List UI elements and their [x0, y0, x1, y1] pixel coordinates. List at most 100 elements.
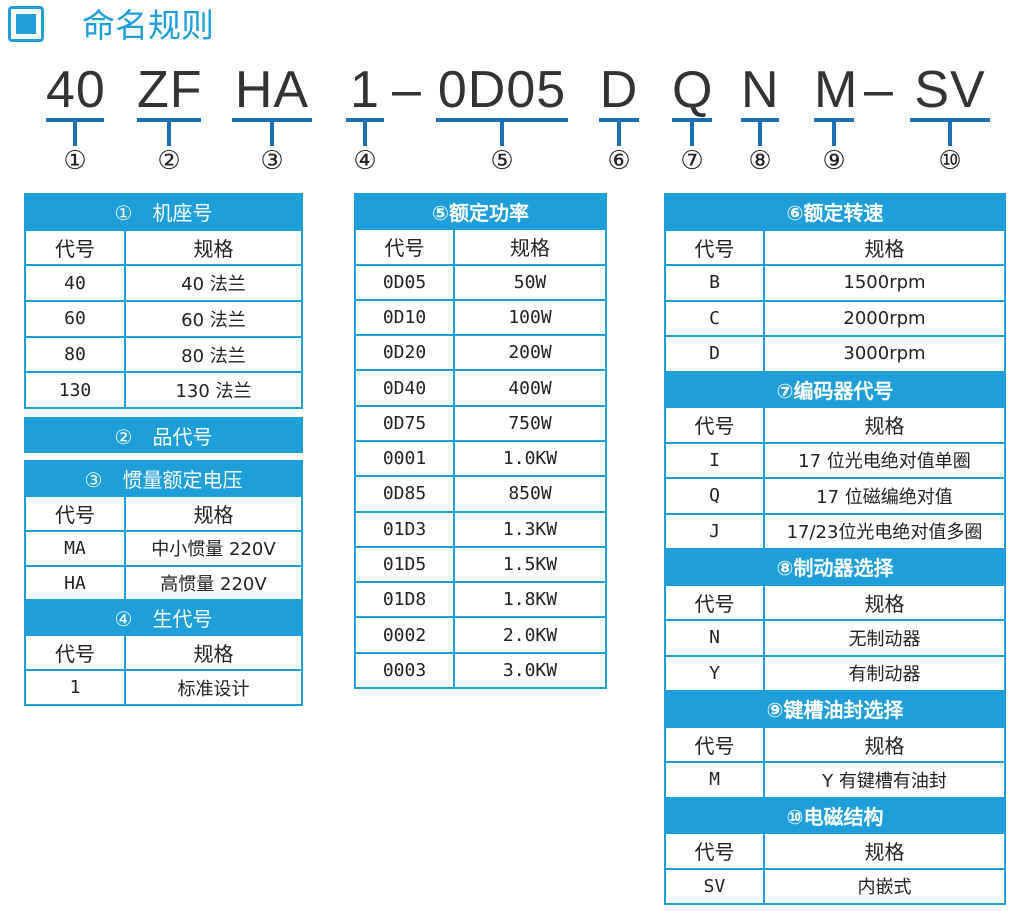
spec-cell: 40 法兰 [181, 274, 246, 296]
column-header-spec: 规格 [193, 237, 234, 261]
column-header-row: 代号 规格 [666, 406, 1004, 442]
section-title: ③ 惯量额定电压 [26, 462, 301, 495]
table-row: 0D75 750W [356, 404, 605, 440]
code-segment: SV ⑩ [910, 62, 990, 176]
logo-icon [8, 6, 44, 42]
code-cell: 60 [26, 302, 126, 336]
segment-number: ② [157, 146, 181, 176]
underline [137, 118, 201, 122]
code-cell: Y [666, 656, 765, 690]
table-row: Y 有制动器 [666, 654, 1004, 690]
spec-cell: 80 法兰 [181, 345, 246, 367]
spec-cell: 2.0KW [502, 624, 558, 646]
spec-cell: 有制动器 [848, 664, 921, 686]
spec-cell: 17 位磁编绝对值 [816, 486, 953, 508]
column-header-row: 代号 规格 [666, 725, 1004, 761]
code-cell: 0D05 [356, 265, 455, 299]
column-header-spec: 规格 [193, 642, 234, 667]
code-cell: 0D20 [356, 336, 455, 370]
code-segment: HA ③ [232, 62, 312, 176]
code-cell: SV [666, 869, 765, 903]
code-text: SV [914, 61, 986, 119]
table-row: B 1500rpm [666, 264, 1004, 300]
table-row: 0D20 200W [356, 334, 605, 370]
code-cell: HA [26, 566, 126, 600]
code-cell: J [666, 514, 765, 548]
spec-cell: 50W [513, 271, 547, 293]
table-row: 0D10 100W [356, 298, 605, 335]
table-row: 0001 1.0KW [356, 439, 605, 476]
connector [73, 122, 77, 146]
spec-cell: 1.3KW [502, 518, 558, 540]
column-header-row: 代号 规格 [666, 228, 1004, 264]
segment-number: ⑧ [748, 146, 772, 176]
code-text: Q [672, 61, 714, 119]
code-text: 1 [350, 61, 380, 119]
connector [948, 122, 952, 146]
spec-cell: 750W [508, 412, 552, 434]
segment-number: ⑥ [607, 146, 631, 176]
column-header-spec: 规格 [864, 840, 905, 865]
segment-number: ⑩ [938, 146, 962, 176]
underline [741, 118, 779, 122]
column-header-spec: 规格 [864, 236, 905, 261]
spec-cell: 130 法兰 [175, 381, 252, 403]
underline [232, 118, 312, 122]
page-title: 命名规则 [82, 6, 214, 45]
spec-table: ③ 惯量额定电压 代号 规格 MA 中小惯量 220V HA 高惯量 220V ④ 生代号 代号… [24, 460, 303, 706]
code-cell: 0D75 [356, 406, 455, 440]
spec-cell: 内嵌式 [857, 877, 912, 899]
table-row: HA 高惯量 220V [26, 564, 301, 600]
code-cell: M [666, 763, 765, 797]
column-header-row: 代号 规格 [356, 228, 605, 264]
table-row: 130 130 法兰 [26, 371, 301, 408]
spec-table: ① 机座号 代号 规格 40 40 法兰 60 60 法兰 80 80 法兰 130 130 法兰 [24, 193, 303, 409]
code-text: M [814, 61, 859, 119]
code-cell: 01D5 [356, 547, 455, 582]
column-header-row: 代号 规格 [26, 494, 301, 530]
segment-number: ⑤ [490, 146, 514, 176]
column-header-code: 代号 [26, 636, 126, 670]
spec-cell: 100W [508, 306, 552, 328]
table-row: 01D3 1.3KW [356, 510, 605, 546]
column-header-row: 代号 规格 [26, 228, 301, 265]
spec-cell: 无制动器 [848, 628, 921, 650]
table-row: J 17/23位光电绝对值多圈 [666, 512, 1004, 548]
code-cell: 1 [26, 671, 126, 705]
column-header-code: 代号 [666, 408, 765, 442]
column-header-code: 代号 [356, 230, 455, 264]
code-text: N [741, 61, 780, 119]
table-row: 40 40 法兰 [26, 264, 301, 301]
connector [363, 122, 367, 146]
code-cell: 130 [26, 373, 126, 408]
table-row: 0003 3.0KW [356, 651, 605, 687]
section-title: ④ 生代号 [26, 599, 301, 635]
spec-cell: 60 法兰 [181, 309, 246, 331]
spec-cell: Y 有键槽有油封 [822, 770, 947, 792]
table-row: 60 60 法兰 [26, 300, 301, 336]
code-cell: N [666, 621, 765, 655]
column-header-spec: 规格 [510, 236, 550, 261]
underline [672, 118, 712, 122]
code-cell: 0D10 [356, 300, 455, 335]
connector [617, 122, 621, 146]
segment-number: ④ [353, 146, 377, 176]
column-header-row: 代号 规格 [26, 634, 301, 670]
connector [832, 122, 836, 146]
column-header-code: 代号 [666, 230, 765, 264]
code-cell: 80 [26, 337, 126, 372]
code-cell: 0002 [356, 618, 455, 652]
column-header-code: 代号 [26, 496, 126, 530]
code-dash: – [392, 61, 421, 119]
column-header-spec: 规格 [864, 733, 905, 758]
column-header-code: 代号 [666, 585, 765, 619]
table-row: 0D85 850W [356, 475, 605, 511]
column-header-spec: 规格 [864, 414, 905, 439]
underline [436, 118, 568, 122]
underline [910, 118, 990, 122]
section-title: ⑦编码器代号 [666, 370, 1004, 406]
column-header-code: 代号 [666, 834, 765, 868]
